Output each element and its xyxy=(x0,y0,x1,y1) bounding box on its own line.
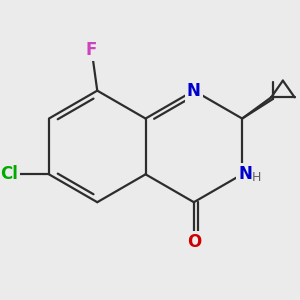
Text: O: O xyxy=(187,233,201,251)
Text: F: F xyxy=(86,41,98,59)
Text: N: N xyxy=(187,82,201,100)
Text: H: H xyxy=(252,171,261,184)
Text: Cl: Cl xyxy=(0,165,18,183)
Text: N: N xyxy=(238,165,252,183)
